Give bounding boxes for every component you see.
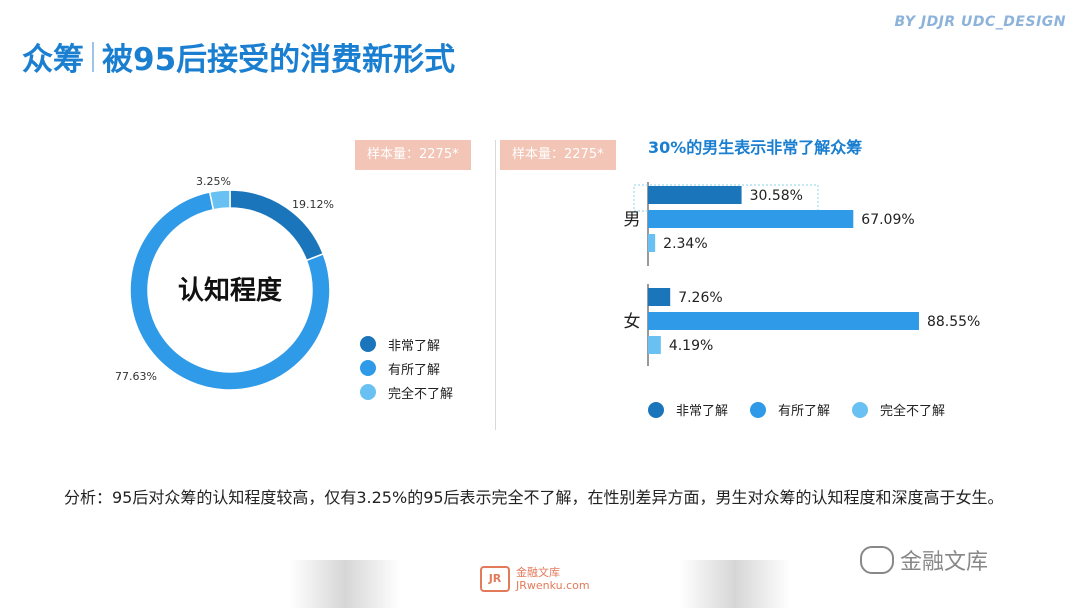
legend-item-some: 有所了解 [360,356,453,380]
analysis-text: 分析：95后对众筹的认知程度较高，仅有3.25%的95后表示完全不了解，在性别差… [64,488,1004,507]
bar-value-label: 4.19% [669,338,713,354]
bar-legend: 非常了解 有所了解 完全不了解 [648,400,967,419]
bar-value-label: 67.09% [861,212,914,228]
brand-label: BY JDJR UDC_DESIGN [894,14,1066,30]
bar-some [648,210,854,228]
bar-value-label: 88.55% [927,314,980,330]
title-separator [92,41,94,72]
bar-legend-label-none: 完全不了解 [880,404,946,419]
legend-label-very: 非常了解 [388,338,441,354]
donut-label-some: 77.63% [115,370,157,383]
bar-chart-title: 30%的男生表示非常了解众筹 [648,138,863,157]
sample-size-right: 样本量：2275* [500,140,616,170]
bar-legend-swatch-none [852,401,869,418]
bar-very [648,186,742,204]
legend-label-none: 完全不了解 [388,386,454,402]
donut-slice-some [129,191,331,391]
bar-none [648,234,656,252]
jr-logo-url: JRwenku.com [516,579,590,592]
bar-legend-swatch-some [750,401,767,418]
jr-logo-name: 金融文库 [516,566,560,579]
fade-right [680,560,790,608]
legend-swatch-very [360,336,376,352]
bar-legend-label-some: 有所了解 [778,404,831,419]
donut-label-very: 19.12% [292,198,334,211]
donut-chart [129,189,331,391]
watermark: 金融文库 [860,544,988,576]
legend-item-very: 非常了解 [360,332,453,356]
jr-logo-mark: JR [480,566,510,592]
title-part1: 众筹 [22,42,84,78]
watermark-text: 金融文库 [900,550,989,575]
legend-swatch-some [360,360,376,376]
fade-left [290,560,400,608]
bar-legend-very: 非常了解 [648,400,728,419]
legend-item-none: 完全不了解 [360,380,453,404]
gender-bar-chart: 男 30.58% 67.09% 2.34% 女 7.26% 88.55% 4.19% [624,182,980,366]
sample-size-left: 样本量：2275* [355,140,471,170]
category-label: 男 [624,210,641,230]
category-label: 女 [624,312,641,332]
bar-some [648,312,919,330]
donut-legend: 非常了解 有所了解 完全不了解 [360,332,453,404]
legend-swatch-none [360,384,376,400]
wechat-icon [860,546,894,574]
bar-value-label: 30.58% [750,188,803,204]
bar-legend-label-very: 非常了解 [676,404,729,419]
bar-value-label: 2.34% [663,236,707,252]
bar-value-label: 7.26% [678,290,722,306]
jr-logo: JR 金融文库 JRwenku.com [480,566,590,592]
donut-center-label: 认知程度 [177,276,282,306]
bar-legend-swatch-very [648,401,664,418]
chart-divider [495,140,496,430]
donut-label-none: 3.25% [196,175,231,188]
bar-very [648,288,671,306]
bar-none [648,336,661,354]
bar-legend-some: 有所了解 [750,400,830,419]
donut-slice-none [208,189,231,211]
page-title: 众筹 被95后接受的消费新形式 [22,34,455,79]
title-part2: 被95后接受的消费新形式 [102,42,456,78]
bar-legend-none: 完全不了解 [852,400,945,419]
legend-label-some: 有所了解 [388,362,441,378]
